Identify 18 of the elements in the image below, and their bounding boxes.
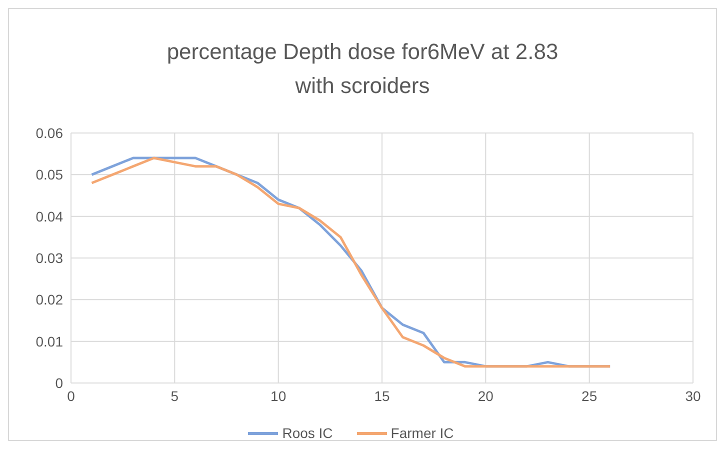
y-tick-label: 0.04: [36, 208, 64, 224]
x-tick-label: 0: [67, 388, 76, 404]
line-series: [90, 156, 612, 368]
legend-label: Farmer IC: [390, 425, 454, 441]
x-tick-label: 25: [582, 388, 598, 404]
y-tick-label: 0.01: [36, 333, 64, 350]
x-tick-label: 30: [685, 388, 701, 404]
legend-label: Roos IC: [282, 425, 333, 441]
x-tick-label: 15: [374, 388, 390, 404]
y-tick-label: 0.06: [36, 124, 64, 141]
y-tick-label: 0.02: [36, 292, 64, 308]
x-tick-label: 20: [478, 388, 494, 404]
x-tick-label: 5: [170, 388, 179, 404]
x-tick-label: 10: [270, 388, 286, 404]
y-tick-label: 0: [55, 374, 64, 391]
y-tick-label: 0.05: [36, 166, 64, 183]
chart-title: percentage Depth dose for6MeV at 2.83 with scroiders: [166, 38, 560, 100]
y-tick-label: 0.03: [36, 250, 64, 266]
